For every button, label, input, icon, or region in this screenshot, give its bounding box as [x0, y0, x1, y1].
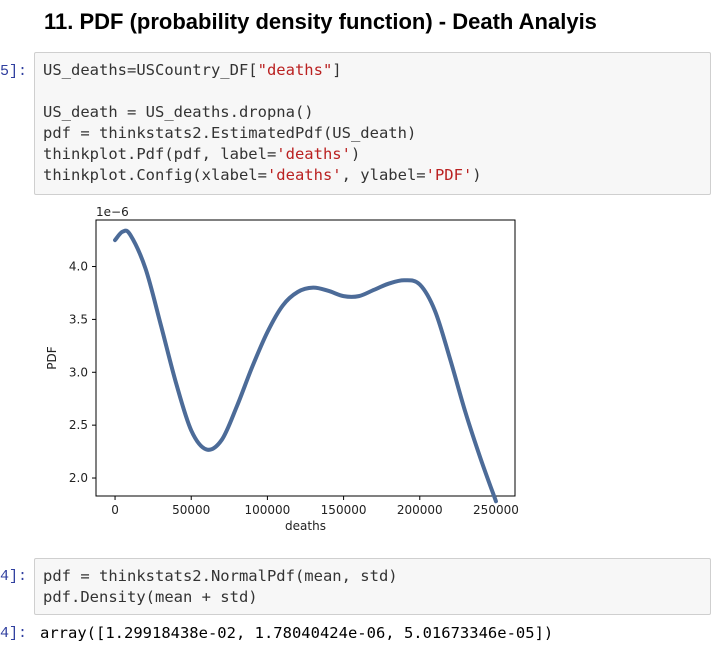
code-token: ): [472, 166, 482, 184]
cell-1-prompt: 5]:: [0, 63, 28, 80]
pdf-plot: 0 50000 100000 150000 200000 250000 2.0 2.5 3.0…: [40, 200, 530, 550]
pdf-chart-svg: 0 50000 100000 150000 200000 250000 2.0 2.5 3.0…: [45, 205, 519, 533]
x-tick-label: 0: [111, 503, 119, 517]
x-tick-label: 50000: [172, 503, 210, 517]
y-offset-text: 1e−6: [96, 205, 129, 219]
code-line: thinkplot.Config(xlabel='deaths', ylabel…: [43, 166, 482, 184]
code-token: ): [350, 145, 361, 163]
y-tick-label: 3.5: [69, 312, 88, 326]
string-token: 'deaths': [276, 145, 351, 163]
code-token: pdf = thinkstats2.NormalPdf(mean, std): [43, 567, 398, 585]
code-line: pdf = thinkstats2.EstimatedPdf(US_death): [43, 124, 416, 142]
x-axis-label: deaths: [285, 519, 326, 533]
section-heading: 11. PDF (probability density function) -…: [44, 9, 597, 34]
output-2-text: array([1.29918438e-02, 1.78040424e-06, 5…: [40, 624, 554, 642]
code-line: US_deaths=USCountry_DF["deaths"]: [43, 61, 342, 79]
string-token: 'deaths': [266, 166, 342, 184]
code-token: , ylabel=: [341, 166, 426, 184]
axes-frame: [95, 219, 516, 497]
output-2-prompt: 4]:: [0, 625, 28, 642]
code-line: pdf = thinkstats2.NormalPdf(mean, std): [43, 567, 398, 585]
code-token: US_deaths=USCountry_DF[: [43, 61, 258, 79]
x-tick-label: 200000: [397, 503, 443, 517]
code-cell-2-source[interactable]: pdf = thinkstats2.NormalPdf(mean, std) p…: [43, 566, 398, 608]
code-token: thinkplot.Config(xlabel=: [43, 166, 267, 184]
code-cell-2[interactable]: pdf = thinkstats2.NormalPdf(mean, std) p…: [34, 558, 711, 615]
y-tick-label: 2.0: [69, 471, 88, 485]
code-line: thinkplot.Pdf(pdf, label='deaths'): [43, 145, 360, 163]
y-tick-label: 3.0: [69, 365, 88, 379]
string-token: "deaths": [257, 61, 333, 79]
cell-2-prompt: 4]:: [0, 568, 28, 585]
pdf-series-line: [113, 228, 498, 504]
x-tick-label: 250000: [473, 503, 519, 517]
code-line: US_death = US_deaths.dropna(): [43, 103, 314, 121]
code-line: pdf.Density(mean + std): [43, 588, 258, 606]
code-token: pdf.Density(mean + std): [43, 588, 258, 606]
code-token: pdf = thinkstats2.EstimatedPdf(US_death): [43, 124, 417, 142]
code-token: thinkplot.Pdf(pdf, label=: [43, 145, 277, 163]
code-token: US_death = US_deaths.dropna(): [43, 103, 314, 121]
code-token: ]: [332, 61, 342, 79]
code-cell-1-source[interactable]: US_deaths=USCountry_DF["deaths"] US_deat…: [43, 60, 482, 186]
code-cell-1[interactable]: US_deaths=USCountry_DF["deaths"] US_deat…: [34, 52, 711, 195]
string-token: 'PDF': [425, 166, 473, 184]
y-tick-label: 4.0: [69, 260, 88, 274]
x-tick-label: 150000: [321, 503, 367, 517]
x-tick-label: 100000: [245, 503, 291, 517]
y-tick-label: 2.5: [69, 418, 88, 432]
y-axis-label: PDF: [45, 346, 59, 369]
